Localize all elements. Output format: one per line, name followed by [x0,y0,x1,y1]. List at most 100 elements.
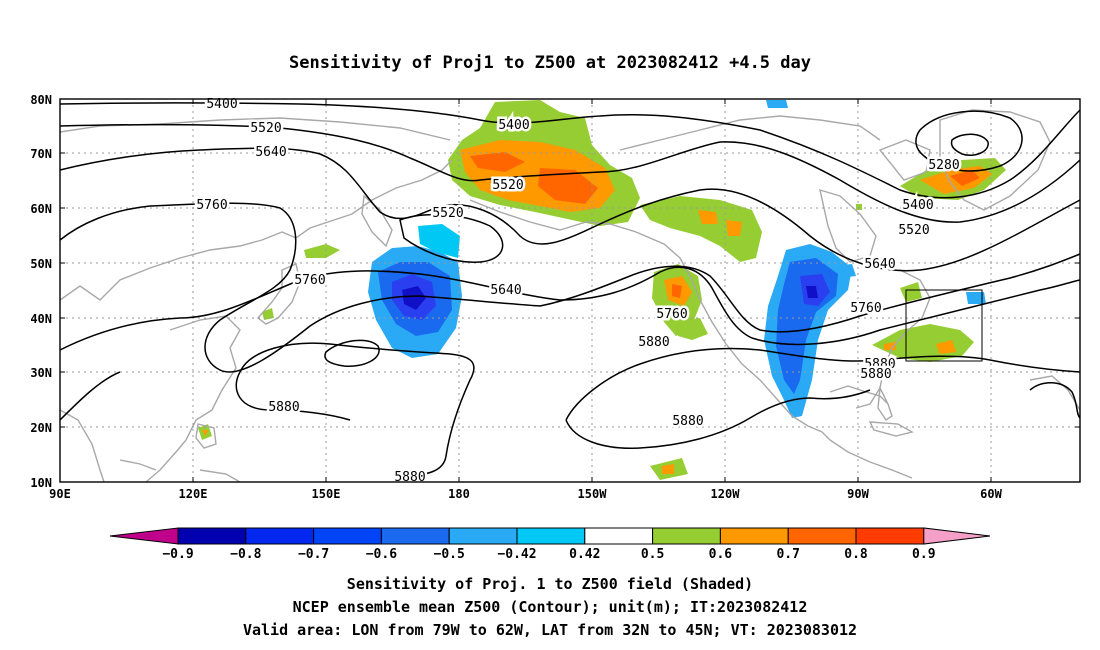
negative-region-namerica-core [806,286,818,298]
colorbar-label: −0.7 [298,547,329,562]
lon-label-90w: 90W [847,487,869,501]
contour-label: 5760 [294,273,325,288]
positive-region-atlantic-orange [936,340,956,354]
map-frame [59,98,1081,483]
z500-contours [59,102,1081,477]
lat-label-40n: 40N [30,312,52,326]
coastline-australia-n [199,469,241,483]
negative-region-wpacific-cyan [418,224,460,258]
negative-region-westcoast [836,264,856,278]
contour-5880-loop [324,339,380,367]
valid-area-box [905,289,983,362]
map-title: Sensitivity of Proj1 to Z500 at 20230824… [289,53,811,73]
colorbar-label: −0.5 [434,547,465,562]
contour-5280-inner [950,133,989,156]
contour-label: 5520 [250,121,281,136]
colorbar-swatch [855,527,925,545]
coastlines [59,109,1081,483]
contour-label: 5880 [268,400,299,415]
colorbar-swatch [380,527,450,545]
colorbar-label: 0.5 [641,547,664,562]
coastline-japan [256,263,301,325]
graticule [60,99,1080,482]
coastline-kamchatka [361,194,393,248]
contour-5880-south [235,371,351,421]
contour-labels: 5400 5520 5640 5760 5760 5880 5880 5400 … [194,95,962,488]
colorbar-swatch [584,527,654,545]
contour-label: 5880 [672,414,703,429]
coastline-indonesia [119,459,157,471]
contour-label: 5400 [902,198,933,213]
tick-marks [59,98,1080,483]
colorbar-swatch [787,527,857,545]
coastline-greenland [939,109,1051,211]
contour-5520 [59,123,1081,223]
colorbar-label: 0.8 [844,547,868,562]
lat-label-60n: 60N [30,202,52,216]
coastline-florida [877,385,893,421]
contour-label: 5760 [196,198,227,213]
coastline-hudson [819,188,877,263]
contour-5880-east [565,347,1081,421]
lat-label-50n: 50N [30,257,52,271]
map-plot-area: 5400 5520 5640 5760 5760 5880 5880 5400 … [59,95,1081,488]
coastline-centralamerica [829,439,913,479]
contour-label: 5520 [898,223,929,238]
contour-label: 5880 [860,367,891,382]
contour-5400 [59,102,1081,199]
colorbar-swatch [245,527,315,545]
lon-label-60w: 60W [980,487,1002,501]
footer-line-valid-area: Valid area: LON from 79W to 62W, LAT fro… [243,621,857,639]
contour-5880-east-b [565,389,871,449]
lon-label-150w: 150W [578,487,608,501]
contour-label: 5520 [492,178,523,193]
contour-label: 5880 [864,357,895,372]
colorbar-swatch [313,527,382,545]
contour-label: 5760 [656,307,687,322]
colorbar-label: 0.42 [569,547,600,562]
positive-region-canada-orange2 [726,220,742,236]
contour-far-east [1029,382,1081,419]
footer-line-contour: NCEP ensemble mean Z500 (Contour); unit(… [293,598,808,616]
contour-5520-loop [399,213,504,263]
lat-label-70n: 70N [30,147,52,161]
negative-region-arctic [766,100,788,108]
lat-label-20n: 20N [30,421,52,435]
positive-region-mexico [676,318,708,340]
latitude-labels: 80N 70N 60N 50N 40N 30N 20N 10N [30,93,52,490]
positive-region-philippines-orange [202,430,208,436]
coastline-india [59,409,105,483]
coastline-us-east [855,269,931,409]
colorbar-swatch [516,527,586,545]
lon-label-90e: 90E [49,487,71,501]
positive-region-atlantic-orange2 [884,342,896,350]
contour-5760 [59,202,1081,373]
contour-label: 5640 [490,283,521,298]
contour-label: 5280 [928,158,959,173]
colorbar-swatch [719,527,789,545]
colorbar-swatch [652,527,721,545]
lat-label-10n: 10N [30,476,52,490]
positive-region-canada [640,196,762,262]
positive-region-tropics-orange [662,464,674,474]
lon-label-120w: 120W [711,487,741,501]
coastline-baffin [878,139,931,181]
colorbar-label: −0.6 [366,547,397,562]
colorbar-label: −0.8 [230,547,261,562]
colorbar-label: 0.9 [912,547,935,562]
positive-region-canada-small [856,204,862,210]
colorbar-swatch [448,527,518,545]
lon-label-150e: 150E [312,487,341,501]
coastline-alaska [469,199,831,441]
contour-label: 5880 [394,470,425,485]
lat-label-80n: 80N [30,93,52,107]
positive-region-alaska-red [470,152,525,172]
positive-region-alaska-red2 [538,168,598,204]
lon-label-180: 180 [448,487,470,501]
colorbar-label: 0.6 [709,547,733,562]
coastline-canada-arctic [619,115,881,151]
contour-5880-west [59,371,121,421]
contour-label: 5880 [638,335,669,350]
contour-label: 5640 [864,257,895,272]
